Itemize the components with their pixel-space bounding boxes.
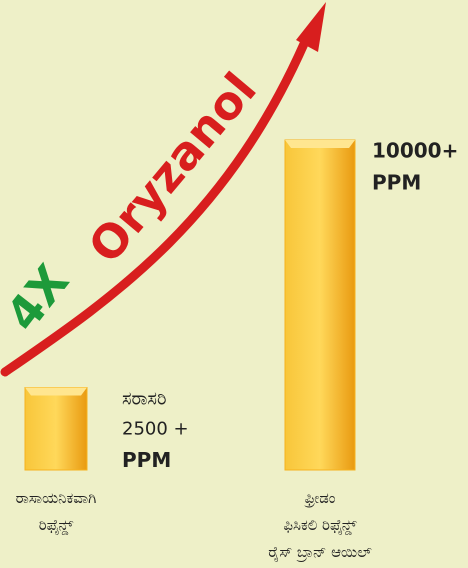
category-line: ರೈಸ್ ಬ್ರಾನ್ ಆಯಿಲ್ bbox=[268, 543, 371, 562]
category-line: ರಿಫೈನ್ಡ್ bbox=[39, 516, 74, 535]
unit-label: PPM bbox=[372, 171, 421, 195]
bar-top bbox=[285, 140, 355, 148]
unit-label: PPM bbox=[122, 448, 171, 472]
category-line: ರಾಸಾಯನಿಕವಾಗಿ bbox=[16, 489, 97, 507]
bar-top bbox=[25, 388, 87, 396]
category-line: ಫಿಸಿಕಲಿ ರಿಫೈನ್ಡ್ bbox=[283, 516, 356, 535]
chart: 4X Oryzanol ಸರಾಸರಿ2500 +PPMರಾಸಾಯನಿಕವಾಗಿರ… bbox=[0, 0, 468, 568]
value-label: 2500 + bbox=[122, 419, 189, 440]
category-line: ಫ್ರೀಡಂ bbox=[304, 489, 336, 507]
bar bbox=[285, 140, 355, 470]
value-label: 10000+ bbox=[372, 139, 458, 163]
bar bbox=[25, 388, 87, 471]
value-prefix: ಸರಾಸರಿ bbox=[122, 389, 167, 410]
